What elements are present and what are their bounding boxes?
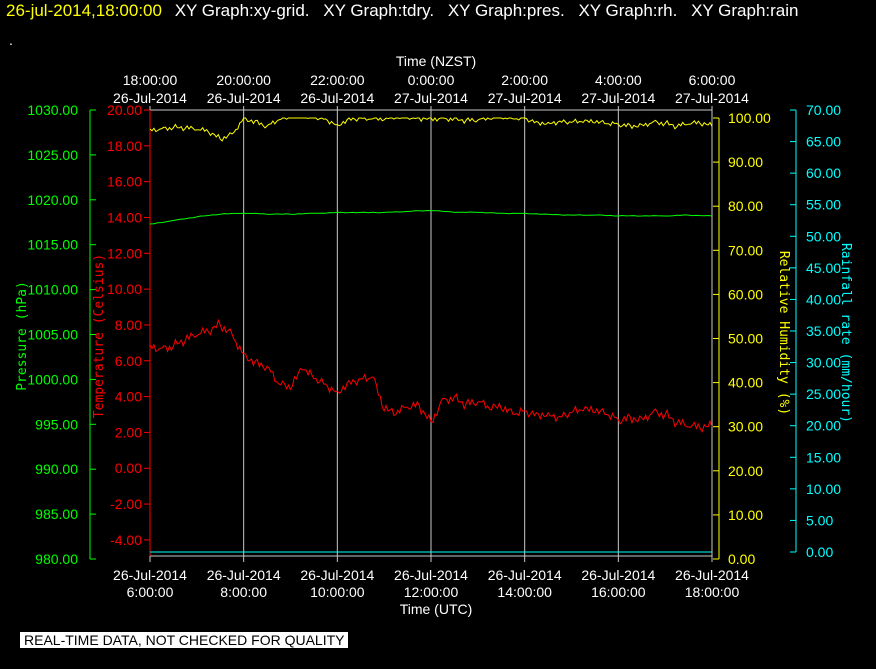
pressure-tick-label: 1025.00 [27,147,78,163]
humidity-tick-label: 90.00 [728,154,763,170]
humidity-tick-label: 100.00 [728,110,771,126]
pressure-tick-label: 1020.00 [27,192,78,208]
humidity-tick-label: 70.00 [728,242,763,258]
bottom-tick-date: 26-Jul-2014 [300,567,374,583]
rain-tick-label: 70.00 [806,102,841,118]
top-tick-time: 6:00:00 [689,72,736,88]
top-tick-time: 18:00:00 [123,72,178,88]
temperature-tick-label: 18.00 [107,138,142,154]
temperature-axis-title: Temperature (Celsius) [92,254,107,418]
quality-notice: REAL-TIME DATA, NOT CHECKED FOR QUALITY [20,632,349,648]
title-rh: XY Graph:rh. [578,1,678,20]
pressure-tick-label: 990.00 [35,461,78,477]
temperature-tick-label: 6.00 [115,353,142,369]
temperature-tick-label: 8.00 [115,317,142,333]
top-tick-time: 22:00:00 [310,72,365,88]
bottom-tick-date: 26-Jul-2014 [675,567,749,583]
top-tick-date: 26-Jul-2014 [300,90,374,106]
temperature-tick-label: 16.00 [107,174,142,190]
title-rain: XY Graph:rain [691,1,799,20]
temperature-tick-label: 12.00 [107,245,142,261]
humidity-series-line [149,117,713,142]
title-pres: XY Graph:pres. [447,1,565,20]
rain-tick-label: 55.00 [806,197,841,213]
top-tick-time: 20:00:00 [216,72,271,88]
bottom-tick-time: 10:00:00 [310,584,365,600]
pressure-tick-label: 1015.00 [27,237,78,253]
title-xy-grid: XY Graph:xy-grid. [174,1,310,20]
bottom-axis-label: Time (UTC) [400,601,473,617]
top-tick-date: 27-Jul-2014 [394,90,468,106]
bottom-tick-time: 14:00:00 [497,584,552,600]
rain-tick-label: 40.00 [806,291,841,307]
humidity-tick-label: 30.00 [728,419,763,435]
top-tick-date: 26-Jul-2014 [113,90,187,106]
top-tick-time: 4:00:00 [595,72,642,88]
rain-tick-label: 65.00 [806,134,841,150]
top-tick-time: 2:00:00 [501,72,548,88]
header-timestamp: 26-jul-2014,18:00:00 [6,1,162,20]
humidity-axis-title: Relative Humidity (%) [776,251,791,415]
humidity-tick-label: 20.00 [728,463,763,479]
humidity-tick-label: 80.00 [728,198,763,214]
pressure-axis-title: Pressure (hPa) [15,281,30,391]
top-tick-date: 27-Jul-2014 [675,90,749,106]
rain-tick-label: 60.00 [806,165,841,181]
top-tick-time: 0:00:00 [408,72,455,88]
temperature-tick-label: 0.00 [115,460,142,476]
pressure-tick-label: 1005.00 [27,327,78,343]
rain-tick-label: 35.00 [806,323,841,339]
temperature-tick-label: 10.00 [107,281,142,297]
temperature-tick-label: -4.00 [110,532,142,548]
rain-tick-label: 5.00 [806,512,833,528]
rain-tick-label: 15.00 [806,449,841,465]
rain-tick-label: 45.00 [806,260,841,276]
temperature-tick-label: -2.00 [110,496,142,512]
bottom-tick-date: 26-Jul-2014 [581,567,655,583]
pressure-series-line [149,209,713,225]
temperature-tick-label: 20.00 [107,102,142,118]
pressure-tick-label: 1000.00 [27,371,78,387]
rain-tick-label: 0.00 [806,544,833,560]
pressure-tick-label: 1010.00 [27,282,78,298]
temperature-tick-label: 14.00 [107,209,142,225]
rain-tick-label: 50.00 [806,228,841,244]
rain-tick-label: 10.00 [806,481,841,497]
bottom-tick-time: 6:00:00 [127,584,174,600]
temperature-tick-label: 4.00 [115,389,142,405]
humidity-tick-label: 60.00 [728,286,763,302]
top-tick-date: 27-Jul-2014 [581,90,655,106]
bottom-tick-date: 26-Jul-2014 [207,567,281,583]
pressure-tick-label: 1030.00 [27,102,78,118]
humidity-tick-label: 40.00 [728,375,763,391]
humidity-tick-label: 10.00 [728,507,763,523]
bottom-tick-time: 18:00:00 [685,584,740,600]
bottom-tick-date: 26-Jul-2014 [394,567,468,583]
rain-tick-label: 20.00 [806,418,841,434]
top-tick-date: 26-Jul-2014 [207,90,281,106]
rain-tick-label: 25.00 [806,386,841,402]
top-tick-date: 27-Jul-2014 [488,90,562,106]
temperature-series-line [149,318,713,433]
chart-header: 26-jul-2014,18:00:00 XY Graph:xy-grid. X… [6,1,808,21]
humidity-tick-label: 50.00 [728,331,763,347]
rain-axis-title: Rainfall rate (mm/hour) [838,243,853,423]
title-tdry: XY Graph:tdry. [323,1,435,20]
temperature-tick-label: 2.00 [115,424,142,440]
bottom-tick-date: 26-Jul-2014 [113,567,187,583]
pressure-tick-label: 980.00 [35,551,78,567]
rain-tick-label: 30.00 [806,355,841,371]
bottom-tick-time: 12:00:00 [404,584,459,600]
bottom-tick-time: 8:00:00 [220,584,267,600]
humidity-tick-label: 0.00 [728,551,755,567]
pressure-tick-label: 985.00 [35,506,78,522]
bottom-tick-time: 16:00:00 [591,584,646,600]
header-dot: . [9,32,13,48]
bottom-tick-date: 26-Jul-2014 [488,567,562,583]
top-axis-label: Time (NZST) [396,53,476,69]
pressure-tick-label: 995.00 [35,416,78,432]
